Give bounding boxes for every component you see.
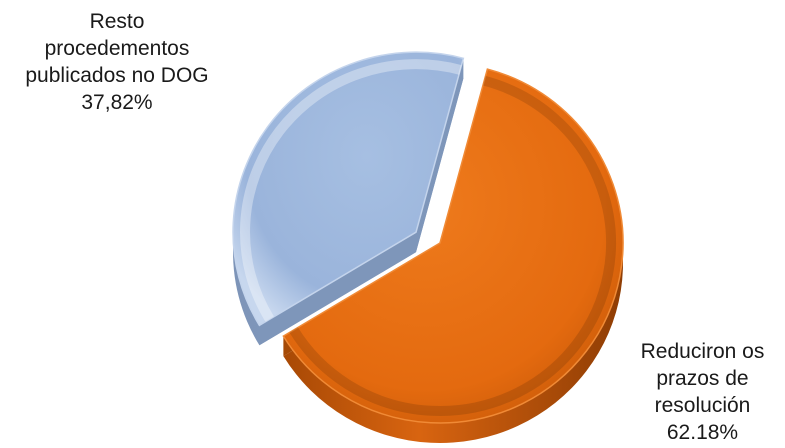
pie-slice-resto xyxy=(232,51,465,346)
slice-label-resto: Resto procedementos publicados no DOG 37… xyxy=(2,8,232,116)
slice-label-reduciron-line-2: prazos de xyxy=(656,367,749,390)
slice-label-resto-line-1: Resto xyxy=(89,10,145,33)
pie-slice-reduciron xyxy=(282,68,624,443)
pie-slice-bevel xyxy=(240,59,462,322)
pie-slice-cut-face xyxy=(416,58,464,253)
slice-label-resto-line-2: procedementos xyxy=(44,37,190,60)
slice-label-reduciron-line-3: resolución xyxy=(654,394,751,417)
pie-slice-top xyxy=(282,68,624,424)
pie-slice-cut-face xyxy=(259,232,417,346)
slice-label-resto-value: 37,82% xyxy=(81,91,153,114)
slice-label-reduciron-line-1: Reduciron os xyxy=(640,340,765,363)
slice-label-resto-line-3: publicados no DOG xyxy=(25,64,209,87)
pie-slice-top xyxy=(232,51,465,327)
slice-label-reduciron: Reduciron os prazos de resolución 62.18% xyxy=(620,338,785,446)
slice-label-reduciron-value: 62.18% xyxy=(666,421,739,444)
pie-slice-bevel xyxy=(289,75,616,416)
